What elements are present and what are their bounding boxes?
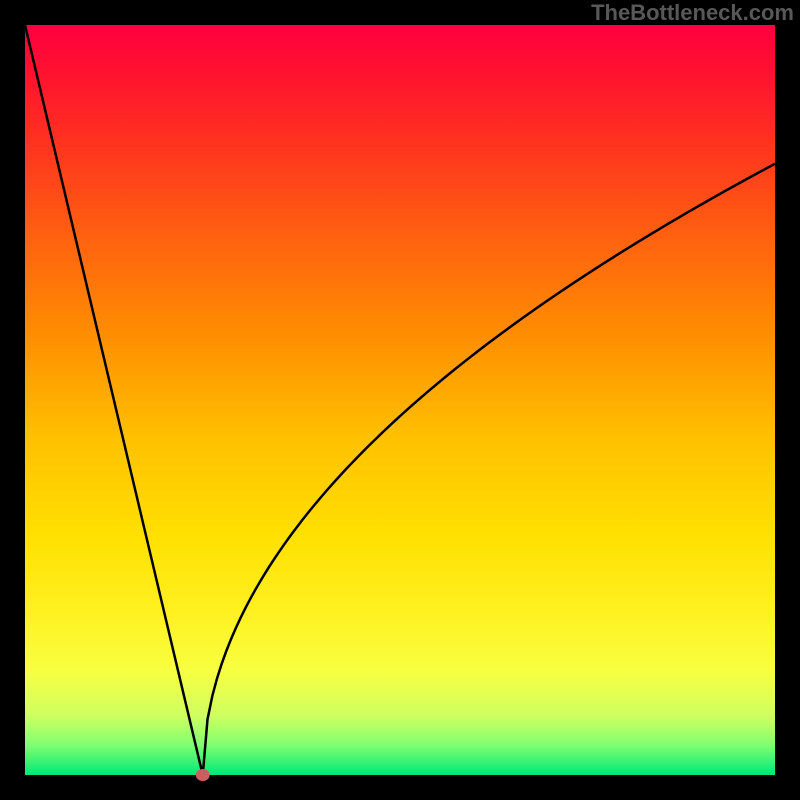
optimal-point-marker — [196, 769, 210, 781]
chart-plot-background — [25, 25, 775, 775]
watermark-label: TheBottleneck.com — [591, 0, 794, 26]
chart-container: TheBottleneck.com — [0, 0, 800, 800]
bottleneck-chart — [0, 0, 800, 800]
